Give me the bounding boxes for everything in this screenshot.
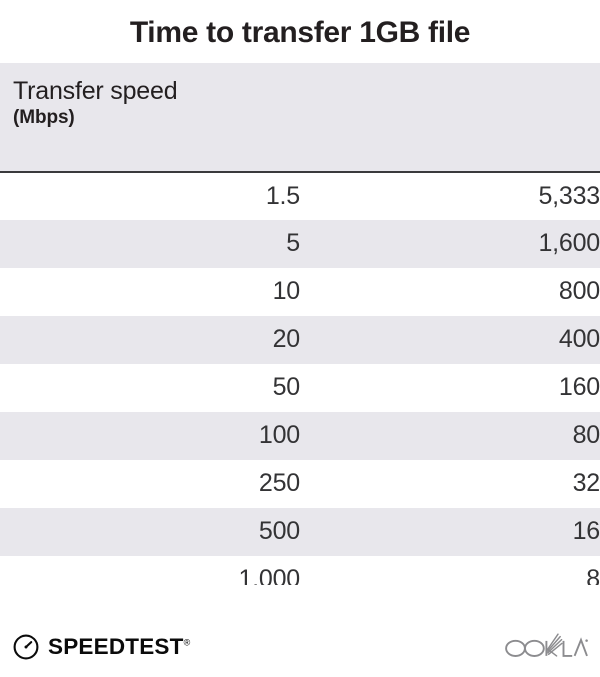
cell-theoretical-time: 32 <box>572 469 600 498</box>
table-row: 100 80 <box>0 411 600 460</box>
speedtest-wordmark-text: SPEEDTEST <box>48 633 184 659</box>
cell-transfer-speed: 250 <box>258 469 300 498</box>
column-header-transfer-speed: Transfer speed (Mbps) <box>0 62 300 173</box>
cell-theoretical-time: 5,333 <box>538 181 600 210</box>
cell-transfer-speed: 100 <box>258 421 300 450</box>
ookla-logo <box>504 630 588 658</box>
column-header-transfer-speed-content: Transfer speed (Mbps) <box>0 63 300 143</box>
cell-transfer-speed: 10 <box>272 277 301 306</box>
column-header-transfer-speed-title: Transfer speed <box>13 76 178 105</box>
table-body: 1.5 5,333 5 1,600 10 800 20 400 50 160 1… <box>0 171 600 604</box>
column-header-theoretical-time-content: Theoretical time (Seconds) <box>300 63 600 171</box>
cell-theoretical-time: 160 <box>558 373 600 402</box>
cell-theoretical-time: 800 <box>558 277 600 306</box>
speedtest-wordmark: SPEEDTEST® <box>48 633 191 659</box>
table-row: 50 160 <box>0 363 600 412</box>
cell-theoretical-time: 1,600 <box>538 229 600 258</box>
cell-transfer-speed: 50 <box>272 373 301 402</box>
table-header: Transfer speed (Mbps) Theoretical time (… <box>0 62 600 173</box>
cell-theoretical-time: 80 <box>572 421 600 450</box>
column-header-theoretical-time: Theoretical time (Seconds) <box>300 62 600 173</box>
table-row: 250 32 <box>0 459 600 508</box>
cell-transfer-speed: 5 <box>286 229 300 258</box>
table-row: 20 400 <box>0 315 600 364</box>
column-header-transfer-speed-unit: (Mbps) <box>13 107 75 128</box>
ookla-wordmark-icon <box>505 633 588 657</box>
table-row: 10 800 <box>0 267 600 316</box>
cell-transfer-speed: 1.5 <box>265 181 300 210</box>
table-header-row: Transfer speed (Mbps) Theoretical time (… <box>0 62 600 173</box>
speedtest-logo: SPEEDTEST® <box>13 634 190 660</box>
registered-trademark-icon: ® <box>183 637 191 648</box>
table-row: 1.5 5,333 <box>0 171 600 220</box>
speedometer-icon <box>13 634 39 660</box>
cell-theoretical-time: 400 <box>558 325 600 354</box>
page-title: Time to transfer 1GB file <box>129 16 471 49</box>
cell-transfer-speed: 500 <box>258 517 300 546</box>
footer: SPEEDTEST® <box>0 585 600 677</box>
cell-theoretical-time: 16 <box>572 517 600 546</box>
table-row: 5 1,600 <box>0 219 600 268</box>
cell-transfer-speed: 20 <box>272 325 301 354</box>
transfer-time-table: Transfer speed (Mbps) Theoretical time (… <box>0 62 600 604</box>
table-row: 500 16 <box>0 507 600 556</box>
